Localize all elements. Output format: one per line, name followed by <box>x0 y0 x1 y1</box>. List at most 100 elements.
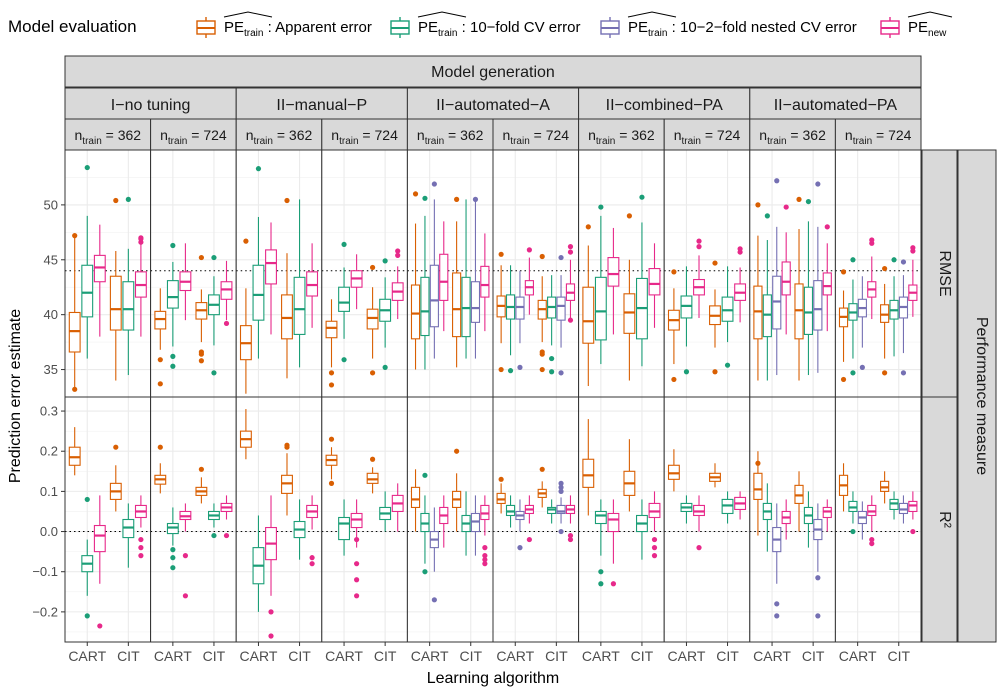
strip-n-label: ntrain = 362 <box>246 127 313 147</box>
n-sub: train <box>767 136 786 147</box>
outlier-point <box>598 581 604 587</box>
box-ncv <box>470 495 481 556</box>
strip-group-label: II−automated−A <box>436 97 550 114</box>
panel <box>578 396 665 643</box>
box-ncv <box>556 254 566 376</box>
outlier-point <box>170 363 176 369</box>
legend-pe: PE <box>628 19 648 36</box>
outlier-point <box>651 545 658 551</box>
outlier-point <box>328 382 335 388</box>
y-tick-label: 0.0 <box>40 524 58 539</box>
box-body <box>109 275 122 331</box>
strip-performance-measure-label: Performance measure <box>973 317 990 475</box>
outlier-point <box>539 466 545 472</box>
box-body <box>470 281 481 323</box>
box-cv <box>547 275 557 375</box>
box-new <box>480 233 490 332</box>
panel <box>492 149 580 398</box>
box-body <box>410 486 421 509</box>
box-new <box>693 238 705 318</box>
outlier-point <box>696 244 702 250</box>
box-new <box>781 499 791 540</box>
box-app <box>154 288 167 387</box>
n-sub: train <box>254 136 273 147</box>
outlier-point <box>341 357 347 363</box>
box-new <box>179 243 192 321</box>
box-body <box>166 280 179 309</box>
x-tick-label: CIT <box>459 648 482 664</box>
outlier-point <box>182 593 189 599</box>
outlier-point <box>882 370 888 376</box>
box-ncv <box>857 501 867 540</box>
box-body <box>265 249 277 285</box>
box-app <box>838 463 849 512</box>
outlier-point <box>869 237 875 243</box>
outlier-point <box>526 536 532 543</box>
outlier-point <box>211 370 217 376</box>
box-ncv <box>429 181 439 359</box>
box-app <box>68 233 81 392</box>
box-body <box>594 510 607 525</box>
legend-hat <box>627 11 677 18</box>
panel-bg <box>664 397 750 642</box>
box-ncv <box>515 270 525 370</box>
y-tick-label: 0.3 <box>40 404 58 419</box>
outlier-point <box>182 553 189 559</box>
n-symbol: n <box>503 127 511 143</box>
n-value: = 362 <box>273 127 313 143</box>
box-app <box>794 471 804 532</box>
box-ncv <box>556 480 566 535</box>
box-cv <box>547 499 557 524</box>
legend-entry-new: PEnew <box>880 11 953 39</box>
box-app <box>239 238 252 394</box>
outlier-point <box>850 370 856 376</box>
panel-bg <box>664 150 750 397</box>
box-new <box>439 495 449 548</box>
box-body <box>325 320 338 339</box>
box-cv <box>252 515 265 612</box>
outlier-point <box>309 561 315 567</box>
outlier-point <box>526 247 532 253</box>
box-new <box>93 224 106 337</box>
box-new <box>565 244 576 323</box>
box-app <box>667 449 680 492</box>
box-app <box>838 269 849 383</box>
panel <box>492 396 580 643</box>
x-tick-label: CIT <box>288 648 311 664</box>
box-app <box>880 471 890 504</box>
box-cv <box>166 242 179 369</box>
outlier-point <box>223 320 230 327</box>
legend-label: PEtrain : 10−2−fold nested CV error <box>628 19 857 39</box>
x-tick-label: CART <box>411 648 449 664</box>
box-app <box>452 196 462 368</box>
strip-group-label: II−manual−P <box>276 97 367 114</box>
box-body <box>607 512 620 533</box>
legend-sub: train <box>648 28 667 39</box>
panel <box>235 149 323 398</box>
n-sub: train <box>596 136 615 147</box>
outlier-point <box>84 613 90 619</box>
outlier-point <box>840 376 847 383</box>
outlier-point <box>113 197 119 204</box>
box-cv <box>505 495 516 528</box>
x-tick-label: CART <box>68 648 106 664</box>
outlier-point <box>170 242 176 249</box>
outlier-point <box>696 238 702 244</box>
box-ncv <box>429 507 439 603</box>
outlier-point <box>774 613 780 619</box>
outlier-point <box>712 260 718 266</box>
outlier-point <box>712 369 718 375</box>
box-new <box>607 499 620 587</box>
box-app <box>109 444 122 512</box>
box-body <box>410 284 421 340</box>
panel <box>235 396 323 643</box>
n-sub: train <box>82 136 101 147</box>
outlier-point <box>211 254 217 261</box>
outlier-point <box>651 536 658 543</box>
box-app <box>623 439 636 512</box>
outlier-point <box>482 553 488 559</box>
outlier-point <box>138 536 144 543</box>
legend-hat <box>417 11 467 18</box>
y-tick-label: 40 <box>44 307 58 322</box>
